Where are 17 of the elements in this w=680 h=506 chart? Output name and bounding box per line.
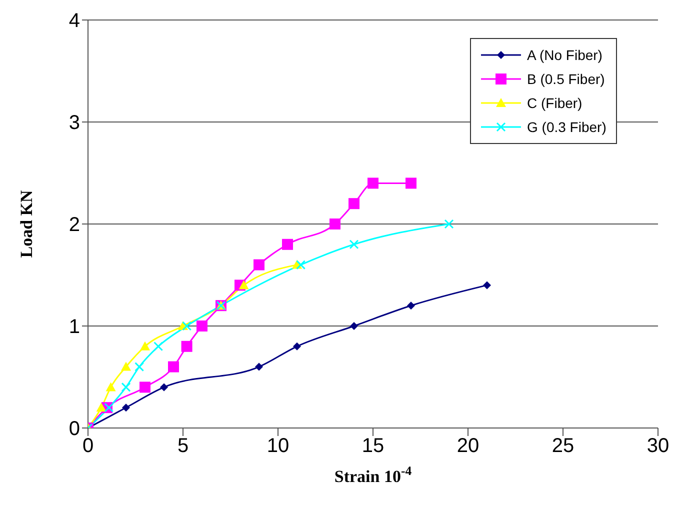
- y-tick-label: 1: [68, 316, 80, 338]
- y-axis-title: Load KN: [17, 190, 36, 258]
- x-tick-label: 10: [266, 435, 290, 458]
- y-tick-label: 3: [68, 112, 80, 134]
- legend-label: A (No Fiber): [527, 47, 602, 63]
- x-tick-label: 5: [177, 435, 189, 458]
- y-tick-label: 2: [68, 214, 80, 236]
- x-axis-title: Strain 10$^{-4}$: [334, 464, 412, 486]
- x-tick-label: 25: [552, 435, 574, 458]
- y-tick-label: 4: [68, 10, 80, 32]
- x-tick-label: 15: [362, 435, 384, 458]
- legend-label: B (0.5 Fiber): [527, 71, 605, 87]
- legend-label: C (Fiber): [527, 95, 582, 111]
- y-tick-label: 0: [68, 418, 80, 440]
- legend-label: G (0.3 Fiber): [527, 119, 606, 135]
- x-tick-label: 20: [456, 435, 480, 458]
- x-tick-label: 30: [646, 435, 670, 458]
